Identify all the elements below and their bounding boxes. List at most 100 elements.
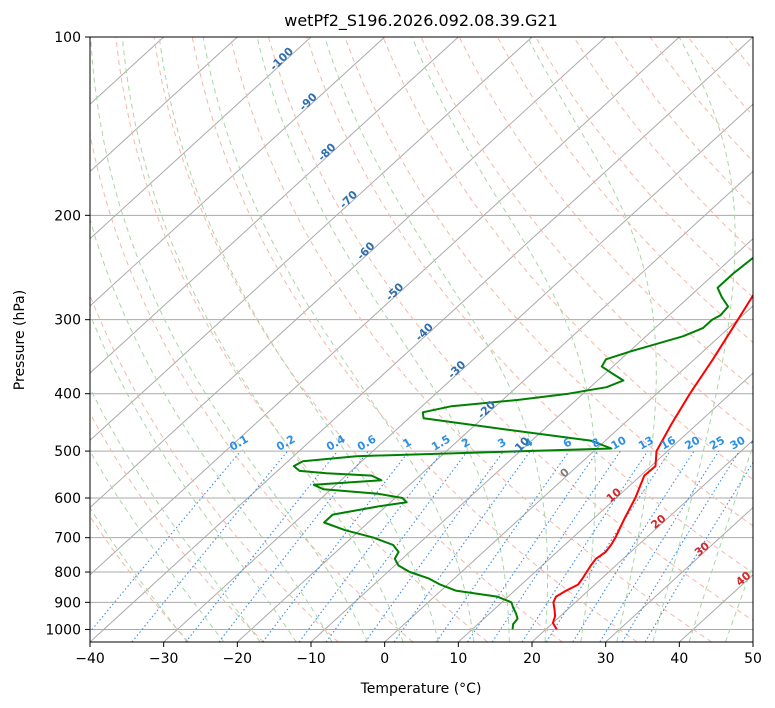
y-tick-label: 300 (54, 313, 81, 329)
mixing-ratio-label: 3 (495, 436, 508, 451)
isotherm-line (531, 439, 753, 642)
isotherm-line (605, 506, 753, 642)
dry-adiabat-line (344, 37, 753, 527)
mixing-ratio-line (521, 450, 649, 642)
mixing-ratio-line (185, 450, 339, 642)
x-tick-label: −20 (223, 651, 253, 667)
isotherm-line (90, 37, 238, 173)
background-lines (90, 37, 775, 642)
isotherm-line (236, 170, 753, 642)
temperature-line (551, 293, 753, 630)
dry-adiabat-label: -30 (445, 358, 468, 381)
dry-adiabat-line (726, 37, 753, 71)
y-axis-label: Pressure (hPa) (12, 290, 28, 390)
y-tick-label: 600 (54, 491, 81, 507)
isotherm-line (90, 37, 680, 576)
isotherm-line (163, 103, 753, 642)
x-tick-label: 20 (523, 651, 541, 667)
isotherm-line (90, 37, 386, 307)
x-tick-label: −30 (149, 651, 179, 667)
mixing-ratio-label: 36 (748, 433, 768, 452)
moist-adiabat-line (90, 37, 369, 642)
mixing-ratio-label: 1.5 (429, 433, 452, 454)
isotherm-line (90, 37, 533, 442)
moist-adiabat-line (158, 37, 439, 642)
moist-adiabat-line (121, 37, 404, 642)
mixing-ratio-line (262, 450, 410, 642)
mixing-ratio-line (131, 450, 289, 642)
mixing-ratio-line (218, 450, 369, 642)
y-tick-label: 1000 (45, 622, 81, 638)
isotherm-line (90, 37, 312, 240)
x-tick-label: −40 (75, 651, 105, 667)
x-tick-label: 30 (597, 651, 615, 667)
moist-adiabat-line (256, 37, 510, 642)
isotherm-line (457, 372, 753, 642)
y-tick-label: 800 (54, 565, 81, 581)
moist-adiabat-line (90, 450, 225, 642)
moist-adiabat-line (90, 313, 297, 642)
mixing-ratio-label: 25 (707, 434, 727, 453)
mixing-ratio-label: 0.1 (227, 433, 250, 454)
mixing-ratio-line (621, 450, 740, 642)
y-tick-label: 500 (54, 444, 81, 460)
x-tick-label: 50 (744, 651, 762, 667)
dry-adiabat-line (90, 131, 414, 642)
isotherm-line (90, 37, 607, 509)
x-axis-label: Temperature (°C) (360, 681, 482, 697)
dry-adiabat-line (535, 37, 753, 298)
isotherm-line (90, 37, 753, 642)
y-tick-label: 400 (54, 387, 81, 403)
dry-adiabat-label: -70 (337, 188, 360, 211)
y-tick-label: 900 (54, 595, 81, 611)
y-tick-label: 700 (54, 531, 81, 547)
mixing-ratio-label: 16 (658, 433, 678, 452)
chart-title: wetPf2_S196.2026.092.08.39.G21 (284, 11, 558, 31)
mixing-ratio-line (90, 450, 242, 633)
mixing-ratio-line (545, 450, 671, 642)
y-tick-label: 200 (54, 208, 81, 224)
dry-adiabat-line (229, 37, 712, 642)
dry-adiabat-label: -90 (297, 90, 320, 113)
mixing-ratio-label: 10 (609, 433, 629, 452)
dry-adiabat-label: -60 (354, 239, 377, 262)
x-tick-label: 10 (449, 651, 467, 667)
x-tick-label: −10 (296, 651, 326, 667)
moist-adiabat-line (688, 444, 753, 642)
isotherm-line (90, 37, 459, 374)
mixing-ratio-line (435, 450, 570, 642)
dewpoint-line (292, 256, 753, 630)
moist-adiabat-line (90, 387, 261, 642)
plot-frame (89, 36, 754, 643)
moist-adiabat-line (90, 506, 188, 642)
mixing-ratio-label: 20 (683, 433, 703, 452)
x-tick-label: 0 (380, 651, 389, 667)
mixing-ratio-label: 2 (459, 436, 472, 451)
dry-adiabat-label: -80 (315, 140, 338, 163)
mixing-ratio-label: 0.4 (324, 432, 348, 453)
moist-adiabat-line (725, 563, 753, 642)
mixing-ratio-line (393, 450, 531, 642)
dry-adiabat-line (153, 37, 563, 642)
mixing-ratio-line (467, 450, 599, 642)
mixing-ratio-line (298, 450, 444, 642)
x-tick-label: 40 (670, 651, 688, 667)
dry-adiabat-line (458, 37, 753, 389)
moist-adiabat-line (90, 217, 333, 642)
profile-lines (292, 256, 753, 630)
mixing-ratio-label: 0.2 (274, 433, 297, 454)
dry-adiabat-line (90, 293, 339, 642)
isotherm-line (384, 305, 753, 642)
dry-adiabat-line (115, 37, 488, 642)
mixing-ratio-line (325, 450, 468, 642)
mixing-ratio-line (364, 450, 505, 642)
isotherm-line (752, 641, 753, 642)
y-tick-label: 100 (54, 30, 81, 46)
dry-adiabat-line (496, 37, 753, 344)
moist-adiabat-line (762, 37, 775, 642)
dry-adiabat-line (765, 37, 775, 642)
moist-adiabat-line (324, 37, 549, 642)
axes: −40 −30 −20 −10 0 10 20 30 40 50 100 200 300 400 500 60… (45, 30, 762, 667)
mixing-ratio-line (572, 450, 695, 642)
